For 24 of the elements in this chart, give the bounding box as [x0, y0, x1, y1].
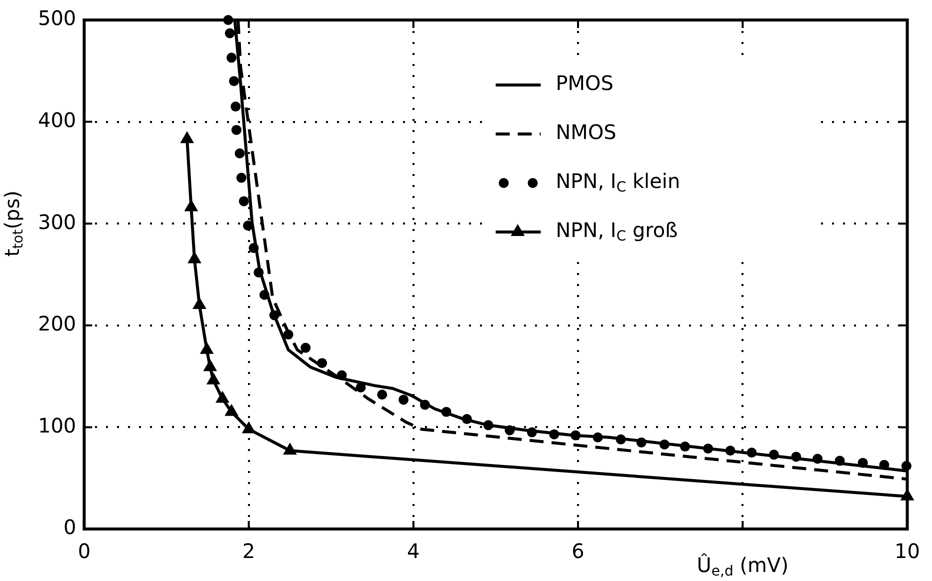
y-axis-title: ttot(ps): [0, 190, 27, 257]
y-tick-label: 400: [38, 108, 76, 132]
point: [234, 148, 245, 158]
point: [238, 196, 249, 206]
y-tick-label: 200: [38, 312, 76, 336]
point: [228, 76, 239, 86]
point: [377, 390, 388, 400]
point: [226, 52, 237, 63]
y-tick-label: 500: [38, 6, 76, 30]
point: [300, 342, 311, 353]
x-tick-label: 6: [572, 539, 584, 564]
y-tick-label: 0: [63, 515, 76, 540]
point: [224, 28, 235, 38]
y-tick-label: 300: [38, 210, 76, 234]
point: [230, 102, 241, 112]
point: [398, 394, 409, 405]
legend-label: NMOS: [556, 120, 616, 144]
y-tick-label: 100: [38, 413, 76, 438]
point: [236, 172, 246, 183]
x-tick-label: 4: [407, 539, 420, 564]
x-tick-label: 2: [242, 539, 256, 564]
legend-label: PMOS: [556, 71, 614, 96]
point: [231, 124, 242, 135]
x-tick-label: 10: [894, 539, 920, 564]
